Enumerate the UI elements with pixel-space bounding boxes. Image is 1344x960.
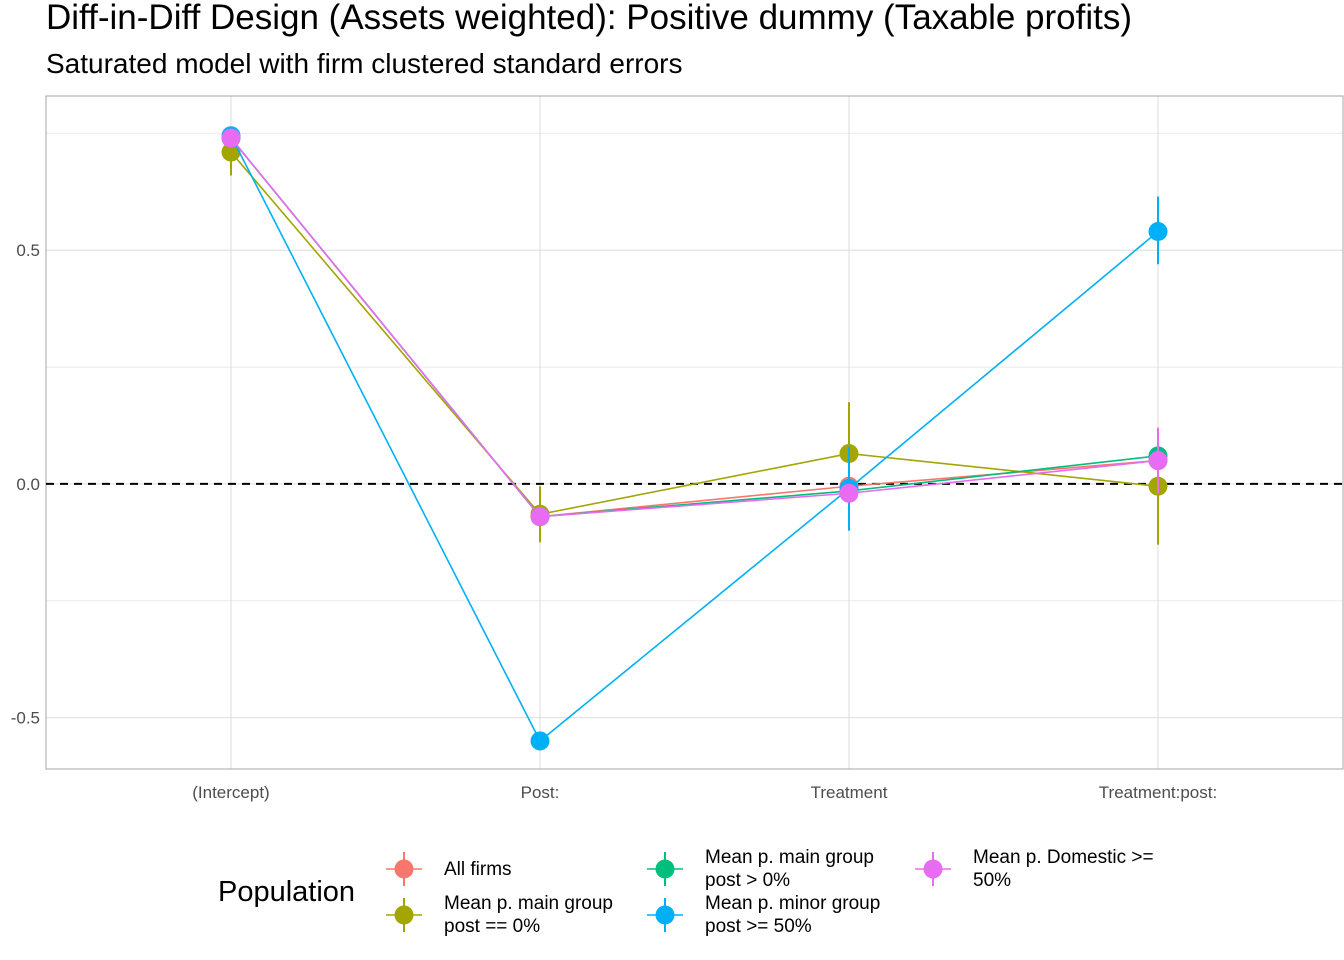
series-line (230, 137, 1159, 518)
y-tick-label: 0.5 (16, 241, 40, 260)
y-tick-label: -0.5 (11, 709, 40, 728)
series-line (230, 135, 1159, 743)
grid-lines (45, 95, 1344, 770)
legend-key-icon (647, 852, 683, 886)
data-point (530, 507, 550, 527)
data-point (221, 142, 241, 162)
series-line (230, 151, 1159, 516)
series-3 (221, 128, 1168, 527)
chart-subtitle: Saturated model with firm clustered stan… (46, 48, 683, 79)
chart-title: Diff-in-Diff Design (Assets weighted): P… (46, 0, 1133, 37)
axis-labels: 0.5 0.0 -0.5 (Intercept) Post: Treatment Treat… (11, 241, 1218, 802)
legend-key-dot (923, 859, 943, 879)
legend-key-icon (386, 898, 422, 932)
series-1 (221, 128, 1168, 527)
legend-key-dot (655, 905, 675, 925)
x-tick-label: Treatment (811, 783, 888, 802)
legend-key-icon (386, 852, 422, 886)
series-2 (221, 128, 1168, 545)
legend-key-icon (647, 898, 683, 932)
series-layer (221, 126, 1168, 751)
series-line (230, 137, 1159, 518)
data-point (221, 128, 241, 148)
legend-label: All firms (444, 859, 512, 880)
legend-label: Mean p. main group post == 0% (444, 893, 613, 937)
data-point (530, 731, 550, 751)
legend-key-dot (655, 859, 675, 879)
data-point (1148, 451, 1168, 471)
legend-label: Mean p. minor group post >= 50% (705, 893, 881, 937)
x-tick-label: Post: (521, 783, 560, 802)
legend-label: Mean p. Domestic >= 50% (973, 847, 1154, 891)
y-tick-label: 0.0 (16, 475, 40, 494)
legend-key-dot (394, 905, 414, 925)
legend-title: Population (218, 876, 356, 908)
series-4 (221, 126, 1168, 751)
series-5 (221, 128, 1168, 527)
data-point (839, 483, 859, 503)
x-tick-label: (Intercept) (192, 783, 269, 802)
series-line (230, 137, 1159, 518)
panel-border (45, 95, 1344, 770)
x-tick-label: Treatment:post: (1099, 783, 1217, 802)
legend: Population All firms Mean p. main group p… (218, 846, 1218, 946)
legend-key-dot (394, 859, 414, 879)
legend-label: Mean p. main group post > 0% (705, 847, 874, 891)
legend-key-icon (915, 852, 951, 886)
data-point (1148, 222, 1168, 242)
